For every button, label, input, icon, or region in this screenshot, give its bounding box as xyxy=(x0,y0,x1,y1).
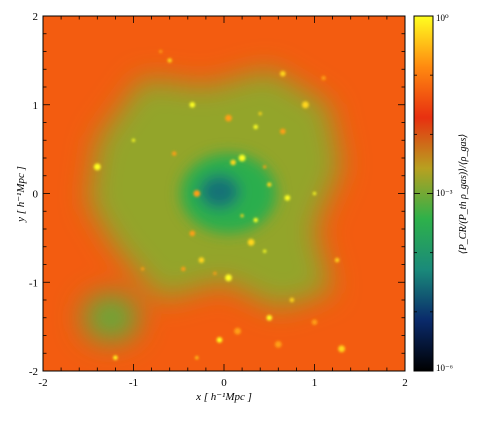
clump-marker xyxy=(159,49,163,54)
clump-marker xyxy=(216,337,223,343)
x-tick-label: -1 xyxy=(129,377,138,389)
clump-marker xyxy=(266,315,273,321)
y-axis-label: y [ h⁻¹Mpc ] xyxy=(15,166,27,223)
clump-marker xyxy=(258,112,262,116)
clump-marker xyxy=(274,341,282,348)
clump-marker xyxy=(238,154,246,162)
y-tick-label: -1 xyxy=(29,277,38,289)
clump-marker xyxy=(213,271,217,275)
y-tick-label: 0 xyxy=(33,189,39,201)
clump-marker xyxy=(195,356,199,360)
clump-marker xyxy=(247,238,255,246)
x-tick-label: 1 xyxy=(312,377,318,389)
clump-marker xyxy=(189,230,196,237)
clump-marker xyxy=(253,124,258,130)
clump-marker xyxy=(141,267,145,271)
clump-marker xyxy=(131,138,136,142)
colorbar-tick-label: 10⁻³ xyxy=(436,188,453,198)
colorbar-ticks xyxy=(414,15,433,372)
clump-marker xyxy=(189,102,196,108)
clump-marker xyxy=(263,165,267,169)
clump-marker xyxy=(267,182,272,187)
colorbar: 10⁻⁶ 10⁻³ 10⁰ ⟨P_CR/(P_th ρ_gas)⟩/⟨ρ_gas… xyxy=(413,13,469,373)
clump-marker xyxy=(338,345,345,353)
clump-marker xyxy=(263,249,267,253)
x-tick-label: 0 xyxy=(221,377,227,389)
clump-marker xyxy=(113,355,118,360)
clump-marker xyxy=(234,327,242,335)
clump-marker xyxy=(230,159,236,166)
y-tick-label: 2 xyxy=(33,11,39,23)
clump-marker xyxy=(225,114,232,122)
heatmap-field xyxy=(43,16,405,371)
colorbar-tick-label: 10⁰ xyxy=(436,13,449,23)
axis-ticks xyxy=(42,15,406,372)
blue-core xyxy=(199,174,240,209)
substructure-clumps xyxy=(93,49,345,360)
clump-marker xyxy=(311,319,318,326)
clump-marker xyxy=(321,75,326,81)
clump-marker xyxy=(198,257,205,263)
clump-marker xyxy=(284,195,291,201)
green-blob-southwest xyxy=(82,293,139,342)
clump-marker xyxy=(181,266,186,272)
clump-marker xyxy=(253,217,258,223)
clump-marker xyxy=(312,191,317,196)
clump-marker xyxy=(167,58,172,63)
x-tick-label: -2 xyxy=(38,377,47,389)
x-axis-label: x [ h⁻¹Mpc ] xyxy=(195,391,252,403)
clump-marker xyxy=(193,190,201,197)
x-tick-labels: -2 -1 0 1 2 xyxy=(38,377,407,389)
clump-marker xyxy=(334,257,340,263)
y-tick-label: 1 xyxy=(33,100,39,112)
clump-marker xyxy=(280,128,286,135)
y-tick-label: -2 xyxy=(29,366,38,378)
y-tick-labels: -2 -1 0 1 2 xyxy=(29,11,39,378)
clump-marker xyxy=(172,151,177,156)
colorbar-tick-label: 10⁻⁶ xyxy=(436,363,453,373)
clump-marker xyxy=(289,297,295,303)
colorbar-label: ⟨P_CR/(P_th ρ_gas)⟩/⟨ρ_gas⟩ xyxy=(458,134,469,255)
clump-marker xyxy=(280,70,286,77)
clump-marker xyxy=(302,101,309,109)
center-region xyxy=(180,153,277,234)
x-tick-label: 2 xyxy=(402,377,408,389)
clump-marker xyxy=(240,214,244,218)
clump-marker xyxy=(93,163,101,171)
clump-marker xyxy=(225,274,232,282)
